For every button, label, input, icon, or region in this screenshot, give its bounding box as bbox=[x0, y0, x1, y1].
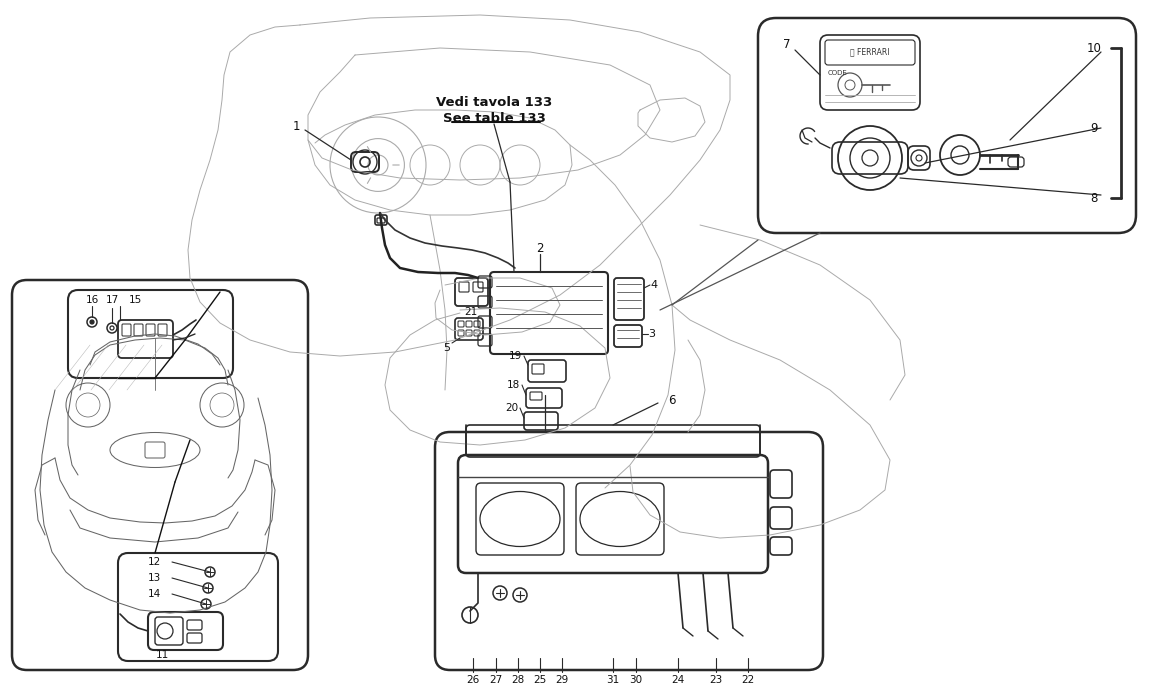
Text: 8: 8 bbox=[1090, 191, 1098, 204]
Text: 27: 27 bbox=[490, 675, 503, 683]
Text: 22: 22 bbox=[742, 675, 754, 683]
Text: CODE: CODE bbox=[828, 70, 848, 76]
Text: 23: 23 bbox=[710, 675, 722, 683]
Text: 18: 18 bbox=[507, 380, 520, 390]
Text: 19: 19 bbox=[508, 351, 522, 361]
Text: 28: 28 bbox=[512, 675, 524, 683]
Text: 10: 10 bbox=[1087, 42, 1102, 55]
Text: 7: 7 bbox=[783, 38, 790, 51]
Text: 4: 4 bbox=[650, 280, 657, 290]
Text: 🏎 FERRARI: 🏎 FERRARI bbox=[850, 48, 890, 57]
Text: 26: 26 bbox=[467, 675, 480, 683]
Text: 3: 3 bbox=[647, 329, 655, 339]
Text: 25: 25 bbox=[534, 675, 546, 683]
Text: 15: 15 bbox=[129, 295, 141, 305]
Text: 24: 24 bbox=[672, 675, 684, 683]
Text: 2: 2 bbox=[536, 242, 544, 255]
Text: 30: 30 bbox=[629, 675, 643, 683]
Text: 13: 13 bbox=[148, 573, 161, 583]
Text: See table 133: See table 133 bbox=[443, 111, 545, 124]
Text: 6: 6 bbox=[668, 393, 675, 406]
Text: 31: 31 bbox=[606, 675, 620, 683]
Text: 17: 17 bbox=[106, 295, 118, 305]
Text: 29: 29 bbox=[555, 675, 568, 683]
Text: 5: 5 bbox=[443, 343, 450, 353]
Text: 12: 12 bbox=[148, 557, 161, 567]
Text: Vedi tavola 133: Vedi tavola 133 bbox=[436, 96, 552, 109]
Circle shape bbox=[90, 320, 94, 324]
Text: 21: 21 bbox=[465, 307, 477, 317]
Text: 1: 1 bbox=[292, 120, 300, 133]
Text: 16: 16 bbox=[85, 295, 99, 305]
Text: 9: 9 bbox=[1090, 122, 1098, 135]
Text: 14: 14 bbox=[148, 589, 161, 599]
Text: 11: 11 bbox=[155, 650, 169, 660]
Text: 20: 20 bbox=[505, 403, 518, 413]
